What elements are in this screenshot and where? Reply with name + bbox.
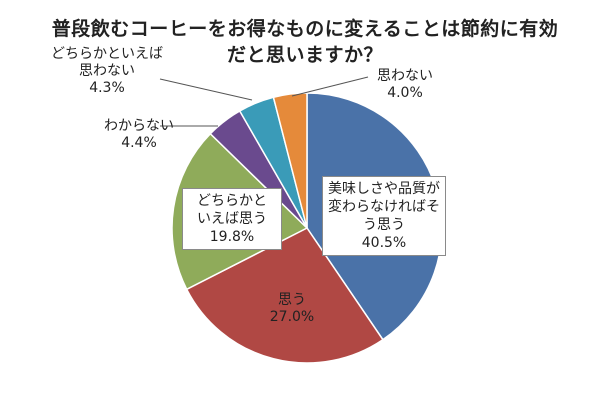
slice-value-label: 40.5% bbox=[361, 235, 407, 251]
chart-title-line-2: だと思いますか？ bbox=[226, 44, 383, 66]
slice-label-5: 思わない 4.0% bbox=[362, 68, 448, 102]
slice-value-label: 4.0% bbox=[387, 85, 423, 101]
slice-value-label: 4.4% bbox=[121, 135, 157, 151]
chart-title-line-1: 普段飲むコーヒーをお得なものに変えることは節約に有効 bbox=[51, 18, 559, 40]
slice-value-label: 19.8% bbox=[209, 229, 255, 245]
pie-slice-1 bbox=[185, 227, 384, 364]
leader-line-4 bbox=[159, 78, 253, 101]
slice-label-text: どちらかと bbox=[197, 193, 267, 209]
slice-label-4: どちらかといえば 思わない 4.3% bbox=[40, 46, 174, 97]
pie-slice-5 bbox=[272, 92, 308, 229]
slice-value-label: 27.0% bbox=[269, 309, 315, 325]
slice-label-text: 思う bbox=[278, 292, 306, 308]
slice-label-text: う思う bbox=[363, 217, 405, 233]
slice-label-text: 思わない bbox=[79, 63, 135, 79]
slice-label-0: 美味しさや品質が 変わらなければそ う思う 40.5% bbox=[322, 176, 446, 256]
slice-label-3: わからない 4.4% bbox=[96, 118, 182, 152]
slice-label-text: 変わらなければそ bbox=[328, 199, 440, 215]
slice-value-label: 4.3% bbox=[89, 80, 125, 96]
slice-label-text: 美味しさや品質が bbox=[328, 181, 440, 197]
slice-label-text: 思わない bbox=[377, 68, 433, 84]
slice-label-text: どちらかといえば bbox=[51, 46, 163, 62]
slice-label-text: わからない bbox=[104, 118, 174, 134]
slice-label-1: 思う 27.0% bbox=[262, 292, 322, 326]
leader-line-5 bbox=[291, 76, 369, 97]
slice-label-2: どちらかといえば思う 19.8% bbox=[182, 188, 282, 250]
slice-label-text: いえば思う bbox=[197, 211, 267, 227]
